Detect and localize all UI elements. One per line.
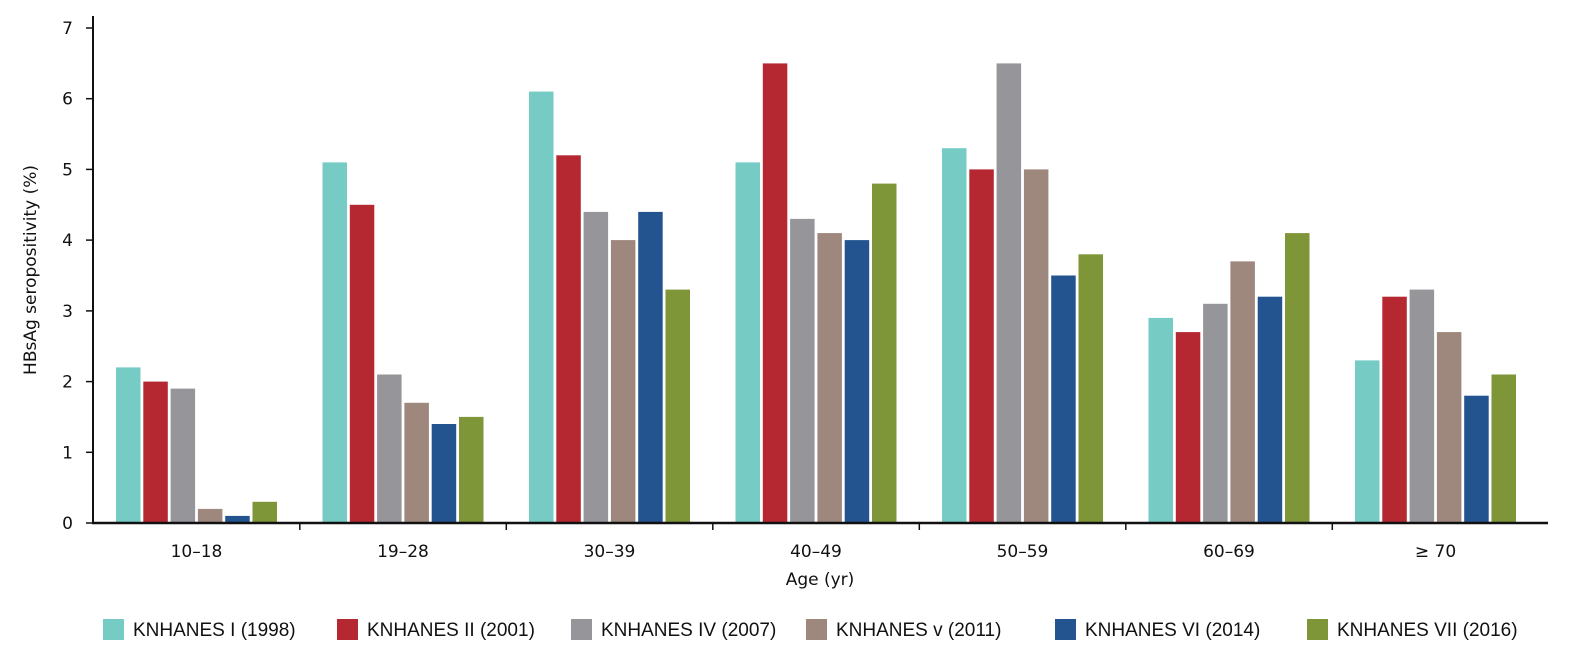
y-ticks-group: 0 1 2 3 4 5 6 7 xyxy=(62,19,93,534)
legend-label: KNHANES VII (2016) xyxy=(1337,620,1518,641)
y-axis-title: HBsAg seropositivity (%) xyxy=(21,165,41,375)
bar-series-5-cat-5 xyxy=(1051,275,1076,523)
bar-series-1-cat-4 xyxy=(735,162,760,523)
bar-series-4-cat-1 xyxy=(197,508,223,523)
y-tick-label: 4 xyxy=(62,231,73,251)
bar-series-5-cat-6 xyxy=(1257,296,1283,523)
y-tick-label: 0 xyxy=(62,514,73,534)
y-tick-label: 7 xyxy=(62,19,73,39)
y-tick-label: 5 xyxy=(62,160,73,180)
bar-series-2-cat-6 xyxy=(1175,332,1201,523)
bar-series-5-cat-2 xyxy=(431,424,457,523)
x-tick-label: 40–49 xyxy=(790,542,842,562)
x-tick-label: ≥ 70 xyxy=(1415,542,1456,562)
legend-label: KNHANES v (2011) xyxy=(836,620,1001,641)
bar-series-6-cat-6 xyxy=(1285,233,1310,523)
bar-series-5-cat-7 xyxy=(1464,395,1489,523)
bar-series-3-cat-5 xyxy=(996,63,1022,524)
legend-swatch xyxy=(806,619,827,640)
bar-series-5-cat-1 xyxy=(225,515,250,523)
bar-series-4-cat-5 xyxy=(1023,169,1049,523)
bar-series-1-cat-7 xyxy=(1355,360,1380,523)
bar-series-2-cat-1 xyxy=(143,381,168,523)
bar-series-1-cat-2 xyxy=(322,162,347,523)
bar-series-3-cat-2 xyxy=(377,374,402,523)
bar-series-3-cat-1 xyxy=(170,388,196,523)
bar-series-2-cat-5 xyxy=(969,169,994,523)
bar-series-2-cat-3 xyxy=(556,155,581,524)
legend-label: KNHANES II (2001) xyxy=(367,620,535,641)
legend-label: KNHANES I (1998) xyxy=(133,620,296,641)
bar-series-2-cat-4 xyxy=(762,63,788,524)
x-ticks-group: 10–18 19–28 30–39 40–49 50–59 60–69 ≥ 70 xyxy=(171,523,1456,562)
legend-label: KNHANES VI (2014) xyxy=(1085,620,1260,641)
bar-series-2-cat-7 xyxy=(1382,296,1407,523)
bar-series-6-cat-1 xyxy=(252,501,277,523)
bar-series-1-cat-3 xyxy=(529,91,554,523)
bar-series-4-cat-6 xyxy=(1230,261,1255,523)
x-tick-label: 50–59 xyxy=(997,542,1049,562)
legend-swatch xyxy=(337,619,358,640)
bar-series-6-cat-7 xyxy=(1491,374,1516,523)
x-tick-label: 60–69 xyxy=(1203,542,1255,562)
legend-swatch xyxy=(1307,619,1328,640)
x-tick-label: 30–39 xyxy=(584,542,636,562)
y-tick-label: 3 xyxy=(62,302,73,322)
x-tick-label: 10–18 xyxy=(171,542,223,562)
bar-series-1-cat-1 xyxy=(116,367,141,523)
bar-series-4-cat-2 xyxy=(404,402,429,523)
bar-series-4-cat-7 xyxy=(1436,332,1462,523)
bar-series-3-cat-7 xyxy=(1409,289,1435,523)
axes-group xyxy=(92,16,1548,525)
bar-series-5-cat-3 xyxy=(638,211,663,523)
bar-series-4-cat-3 xyxy=(610,240,636,523)
bar-series-1-cat-5 xyxy=(942,148,967,523)
bar-series-5-cat-4 xyxy=(844,240,870,523)
legend-swatch xyxy=(1055,619,1076,640)
x-tick-label: 19–28 xyxy=(377,542,429,562)
bar-series-1-cat-6 xyxy=(1148,317,1173,523)
bar-series-6-cat-4 xyxy=(872,183,897,523)
y-tick-label: 6 xyxy=(62,90,73,110)
legend: KNHANES I (1998) KNHANES II (2001) KNHANES… xyxy=(103,619,1518,641)
x-axis-title: Age (yr) xyxy=(786,570,855,590)
legend-swatch xyxy=(571,619,592,640)
bar-series-6-cat-5 xyxy=(1078,254,1103,524)
bars-group xyxy=(116,63,1516,524)
bar-series-3-cat-4 xyxy=(790,218,815,523)
legend-swatch xyxy=(103,619,124,640)
bar-series-6-cat-2 xyxy=(459,416,484,523)
bar-series-3-cat-6 xyxy=(1203,303,1228,523)
bar-series-4-cat-4 xyxy=(817,233,842,523)
bar-series-2-cat-2 xyxy=(349,204,375,524)
bar-series-3-cat-3 xyxy=(583,211,609,523)
legend-label: KNHANES IV (2007) xyxy=(601,620,776,641)
y-tick-label: 2 xyxy=(62,373,73,393)
y-tick-label: 1 xyxy=(62,443,73,463)
bar-series-6-cat-3 xyxy=(665,289,690,523)
